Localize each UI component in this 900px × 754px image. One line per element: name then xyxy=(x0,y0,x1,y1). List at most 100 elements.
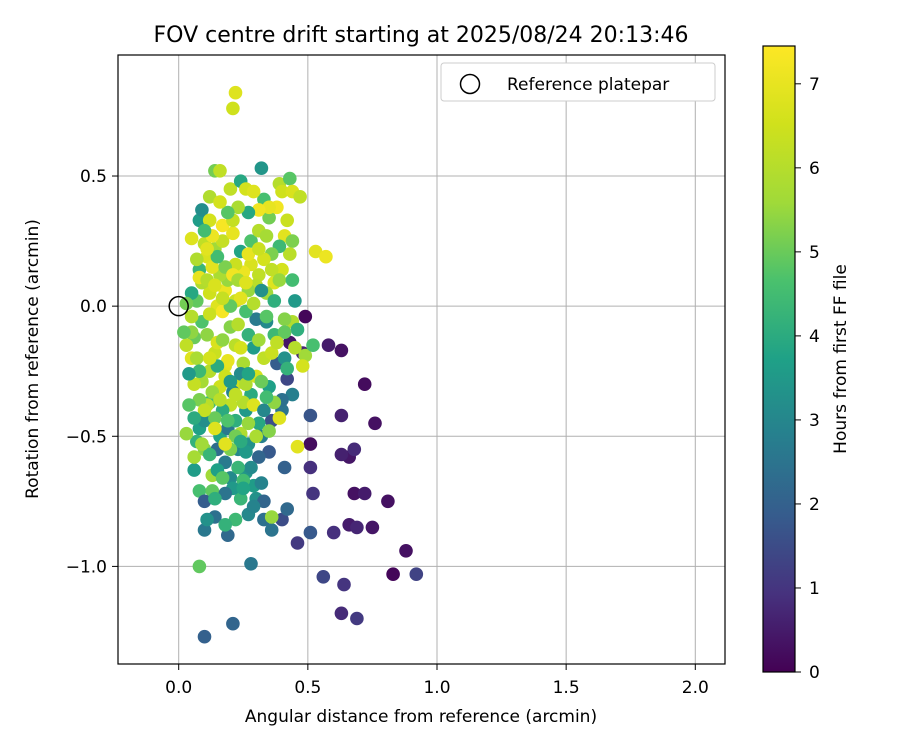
scatter-point xyxy=(231,200,245,215)
scatter-point xyxy=(223,374,238,389)
scatter-point xyxy=(246,499,261,514)
scatter-point xyxy=(267,294,282,308)
scatter-point xyxy=(179,338,194,353)
scatter-point xyxy=(221,528,235,542)
scatter-point xyxy=(184,231,199,246)
scatter-point xyxy=(303,437,318,451)
scatter-point xyxy=(195,203,209,217)
scatter-point xyxy=(270,335,284,350)
scatter-point xyxy=(246,398,261,412)
scatter-point xyxy=(262,200,276,215)
colorbar-tick-label: 0 xyxy=(809,663,820,683)
x-tick-label: 1.5 xyxy=(553,678,580,698)
scatter-point xyxy=(244,460,258,475)
scatter-point xyxy=(298,309,313,324)
scatter-point xyxy=(233,291,248,306)
colorbar-tick-label: 1 xyxy=(809,579,820,599)
scatter-point xyxy=(200,512,214,527)
scatter-point xyxy=(218,437,232,451)
scatter-point xyxy=(228,387,243,402)
scatter-point xyxy=(215,218,230,233)
scatter-point xyxy=(215,291,230,306)
scatter-point xyxy=(226,226,240,241)
scatter-point xyxy=(277,460,292,475)
scatter-point xyxy=(239,275,253,290)
scatter-point xyxy=(246,296,261,311)
scatter-point xyxy=(208,411,222,425)
scatter-point xyxy=(213,164,227,178)
scatter-point xyxy=(285,273,300,287)
scatter-point xyxy=(262,424,276,438)
scatter-point xyxy=(334,447,349,462)
scatter-point xyxy=(350,520,364,535)
scatter-point xyxy=(246,184,261,199)
scatter-point xyxy=(262,210,276,225)
scatter-point xyxy=(257,494,271,509)
scatter-point xyxy=(218,518,232,532)
scatter-point xyxy=(264,346,279,360)
scatter-point xyxy=(264,510,279,524)
scatter-point xyxy=(290,322,305,337)
scatter-point xyxy=(208,491,222,506)
scatter-point xyxy=(365,520,380,535)
scatter-point xyxy=(259,390,274,405)
plot-frame xyxy=(117,54,726,665)
scatter-point xyxy=(386,567,400,581)
y-tick-label: 0.0 xyxy=(80,297,107,317)
scatter-point xyxy=(192,484,207,498)
y-tick-label: −1.0 xyxy=(66,557,107,577)
scatter-point xyxy=(293,190,307,204)
scatter-point xyxy=(241,247,256,261)
scatter-point xyxy=(197,403,212,418)
scatter-point xyxy=(241,205,256,220)
colorbar-tick-label: 2 xyxy=(809,495,820,515)
colorbar-tick-label: 3 xyxy=(809,411,820,431)
scatter-point xyxy=(306,338,320,353)
scatter-point xyxy=(202,190,217,204)
scatter-point xyxy=(213,393,227,407)
scatter-point xyxy=(228,257,243,272)
scatter-point xyxy=(303,408,318,423)
scatter-point xyxy=(334,408,349,423)
scatter-point xyxy=(197,523,212,537)
scatter-point xyxy=(409,567,424,581)
scatter-point xyxy=(218,486,232,501)
scatter-point xyxy=(357,486,372,501)
scatter-points xyxy=(177,85,424,644)
scatter-point xyxy=(221,205,235,220)
scatter-point xyxy=(241,416,256,431)
x-tick-label: 1.0 xyxy=(423,678,450,698)
scatter-point xyxy=(251,268,266,282)
scatter-point xyxy=(184,286,199,300)
scatter-point xyxy=(275,512,289,527)
x-tick-label: 0.0 xyxy=(165,678,192,698)
scatter-point xyxy=(381,494,395,509)
scatter-point xyxy=(215,333,230,347)
x-tick-label: 0.5 xyxy=(294,678,321,698)
scatter-point xyxy=(241,367,256,381)
scatter-point xyxy=(200,328,214,342)
colorbar: 0 1 2 3 4 5 6 7 Hours from first FF file xyxy=(762,45,851,683)
scatter-point xyxy=(215,471,230,485)
scatter-point xyxy=(197,629,212,644)
scatter-point xyxy=(233,491,248,506)
scatter-point xyxy=(241,328,256,342)
scatter-point xyxy=(303,460,318,475)
colorbar-tick-label: 5 xyxy=(809,243,820,263)
scatter-point xyxy=(272,411,287,425)
scatter-point xyxy=(280,372,295,386)
scatter-point xyxy=(288,294,302,308)
scatter-point xyxy=(182,367,196,381)
scatter-point xyxy=(264,262,279,277)
scatter-point xyxy=(251,333,266,347)
scatter-point xyxy=(236,481,251,496)
scatter-point xyxy=(259,309,274,324)
scatter-point xyxy=(280,361,295,376)
y-axis-ticks: 0.5 0.0 −0.5 −1.0 xyxy=(66,167,118,577)
colorbar-tick-label: 6 xyxy=(809,159,820,179)
scatter-point xyxy=(179,296,194,311)
scatter-point xyxy=(197,413,212,428)
scatter-point xyxy=(195,437,209,451)
